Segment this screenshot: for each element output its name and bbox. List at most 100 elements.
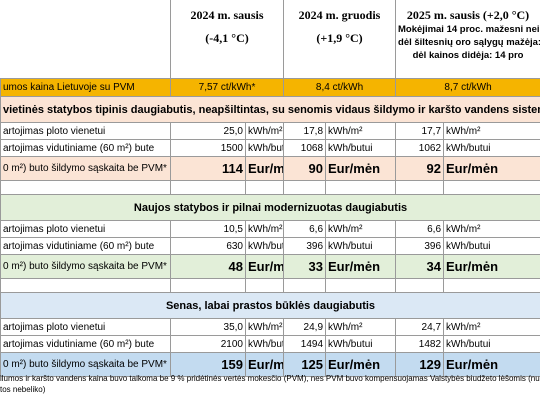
unit: kWh/m² (443, 220, 540, 238)
price-value: 7,57 ct/kWh* (169, 78, 285, 97)
blank-row (0, 180, 540, 195)
blank-cell (283, 180, 327, 195)
value: 35,0 (170, 318, 246, 336)
unit: kWh/butui (443, 335, 540, 353)
row-label: artojimas ploto vienetui (0, 220, 171, 238)
blank-cell (244, 278, 285, 293)
section-title: Senas, labai prastos būklės daugiabutis (0, 292, 540, 319)
blank-cell (0, 278, 171, 293)
value: 34 (395, 254, 445, 279)
data-row: artojimas ploto vienetui 35,0 kWh/m² 24,9 kW… (0, 318, 540, 336)
value: 125 (283, 352, 327, 377)
blank-cell (443, 278, 540, 293)
unit: Eur/mėn (325, 352, 397, 377)
value: 24,7 (395, 318, 445, 336)
column-note: dėl šiltesnių oro sąlygų mažėja: (398, 37, 540, 48)
blank-cell (283, 278, 327, 293)
value: 10,5 (170, 220, 246, 238)
footnote-line: ilumos ir karšto vandens kaina buvo taik… (0, 374, 540, 383)
unit: kWh/m² (443, 318, 540, 336)
unit: kWh/m² (244, 122, 285, 140)
unit: kWh/butui (244, 335, 285, 353)
unit: Eur/mėn (325, 156, 397, 181)
data-row: 0 m²) buto šildymo sąskaita be PVM* 114 Eu… (0, 156, 540, 181)
data-row: artojimas vidutiniame (60 m²) bute 2100 kW… (0, 335, 540, 353)
section-title: vietinės statybos tipinis daugiabutis, n… (0, 96, 540, 123)
unit: kWh/butui (325, 335, 397, 353)
value: 17,7 (395, 122, 445, 140)
value: 1482 (395, 335, 445, 353)
column-title: 2024 m. sausis (190, 8, 264, 22)
data-row: artojimas ploto vienetui 25,0 kWh/m² 17,8 kW… (0, 122, 540, 140)
column-title: 2025 m. sausis (+2,0 °C) (406, 8, 530, 22)
data-row: artojimas ploto vienetui 10,5 kWh/m² 6,6 kWh… (0, 220, 540, 238)
unit: kWh/butui (443, 139, 540, 157)
value: 33 (283, 254, 327, 279)
blank-cell (244, 180, 285, 195)
value: 1500 (170, 139, 246, 157)
column-subtitle: (-4,1 °C) (205, 31, 249, 45)
value: 90 (283, 156, 327, 181)
unit: kWh/butui (443, 237, 540, 255)
unit: kWh/butui (325, 139, 397, 157)
data-row: 0 m²) buto šildymo sąskaita be PVM* 48 Eur… (0, 254, 540, 279)
blank-cell (395, 278, 445, 293)
value: 396 (395, 237, 445, 255)
value: 630 (170, 237, 246, 255)
header-row: 2024 m. sausis (-4,1 °C) 2024 m. gruodis (+… (0, 0, 540, 79)
row-label: artojimas ploto vienetui (0, 318, 171, 336)
price-value: 8,4 ct/kWh (283, 78, 397, 97)
price-value: 8,7 ct/kWh (395, 78, 540, 97)
value: 6,6 (395, 220, 445, 238)
blank-cell (395, 180, 445, 195)
unit: Eur/mėn (325, 254, 397, 279)
unit: Eur/mėn (443, 254, 540, 279)
row-label: 0 m²) buto šildymo sąskaita be PVM* (0, 156, 171, 181)
data-row: artojimas vidutiniame (60 m²) bute 1500 kW… (0, 139, 540, 157)
blank-cell (170, 278, 246, 293)
row-label: 0 m²) buto šildymo sąskaita be PVM* (0, 352, 171, 377)
column-title: 2024 m. gruodis (298, 8, 381, 22)
section-title-row: vietinės statybos tipinis daugiabutis, n… (0, 96, 540, 123)
header-cell: 2025 m. sausis (+2,0 °C) Mokėjimai 14 pro… (395, 0, 540, 79)
row-label: artojimas vidutiniame (60 m²) bute (0, 139, 171, 157)
data-row: artojimas vidutiniame (60 m²) bute 630 kWh… (0, 237, 540, 255)
column-note: dėl kainos didėja: 14 pro (412, 50, 524, 61)
unit: kWh/butui (244, 237, 285, 255)
header-blank (0, 0, 171, 79)
header-cell: 2024 m. sausis (-4,1 °C) (169, 0, 285, 79)
unit: kWh/m² (443, 122, 540, 140)
unit: kWh/m² (325, 318, 397, 336)
blank-cell (443, 180, 540, 195)
value: 25,0 (170, 122, 246, 140)
data-row: 0 m²) buto šildymo sąskaita be PVM* 159 Eu… (0, 352, 540, 377)
row-label: artojimas ploto vienetui (0, 122, 171, 140)
value: 114 (170, 156, 246, 181)
value: 17,8 (283, 122, 327, 140)
value: 1062 (395, 139, 445, 157)
heating-table: 2024 m. sausis (-4,1 °C) 2024 m. gruodis (+… (0, 0, 540, 377)
unit: kWh/butui (325, 237, 397, 255)
value: 2100 (170, 335, 246, 353)
unit: Eur/mėn (244, 254, 285, 279)
unit: kWh/m² (244, 318, 285, 336)
value: 48 (170, 254, 246, 279)
blank-cell (325, 180, 397, 195)
unit: kWh/m² (244, 220, 285, 238)
header-cell: 2024 m. gruodis (+1,9 °C) (283, 0, 397, 79)
row-label: 0 m²) buto šildymo sąskaita be PVM* (0, 254, 171, 279)
unit: kWh/m² (325, 122, 397, 140)
value: 1494 (283, 335, 327, 353)
price-label: umos kaina Lietuvoje su PVM (0, 78, 171, 97)
section-title: Naujos statybos ir pilnai modernizuotas … (0, 194, 540, 221)
footnote-line: tos nebeliko) (0, 385, 46, 394)
footnote: ilumos ir karšto vandens kaina buvo taik… (0, 373, 540, 395)
value: 396 (283, 237, 327, 255)
value: 92 (395, 156, 445, 181)
value: 1068 (283, 139, 327, 157)
section-title-row: Naujos statybos ir pilnai modernizuotas … (0, 194, 540, 221)
value: 24,9 (283, 318, 327, 336)
row-label: artojimas vidutiniame (60 m²) bute (0, 335, 171, 353)
column-note: Mokėjimai 14 proc. mažesni nei pr (398, 24, 540, 35)
